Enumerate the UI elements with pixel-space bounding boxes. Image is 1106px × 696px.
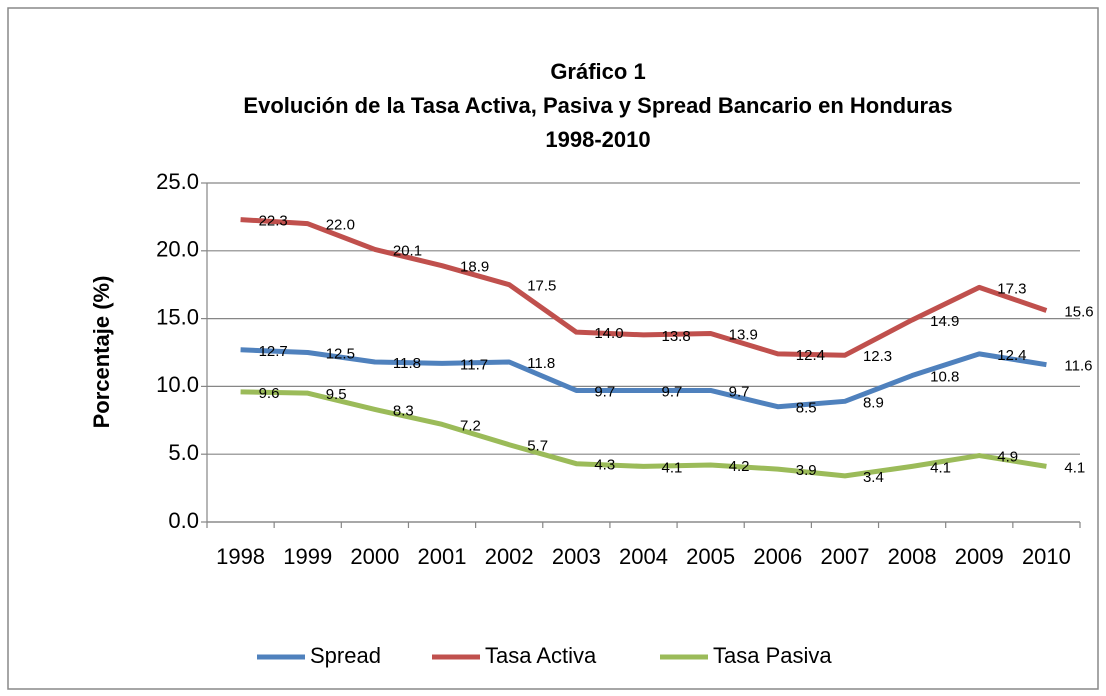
x-tick-label: 2004 bbox=[619, 544, 668, 569]
data-label: 11.6 bbox=[1064, 358, 1092, 375]
x-tick-label: 2002 bbox=[485, 544, 534, 569]
data-label: 10.8 bbox=[930, 369, 959, 386]
data-label: 14.9 bbox=[930, 313, 959, 330]
data-label: 13.9 bbox=[729, 326, 758, 343]
x-tick-label: 1998 bbox=[216, 544, 265, 569]
legend-label: Spread bbox=[310, 643, 381, 668]
chart-border bbox=[7, 7, 1099, 690]
data-label: 17.5 bbox=[527, 278, 556, 295]
y-tick-label: 15.0 bbox=[156, 304, 199, 329]
data-label: 12.3 bbox=[863, 348, 892, 365]
data-label: 7.2 bbox=[460, 417, 481, 434]
x-tick-label: 2001 bbox=[418, 544, 467, 569]
data-label: 11.8 bbox=[393, 355, 421, 372]
data-label: 9.7 bbox=[594, 383, 615, 400]
data-label: 4.9 bbox=[997, 449, 1018, 466]
data-label: 18.9 bbox=[460, 259, 489, 276]
x-tick-label: 2008 bbox=[888, 544, 937, 569]
series-line bbox=[240, 347, 1047, 410]
data-label: 12.7 bbox=[259, 343, 288, 360]
data-label: 3.4 bbox=[863, 469, 884, 486]
data-label: 12.4 bbox=[796, 347, 825, 364]
x-tick-label: 2003 bbox=[552, 544, 601, 569]
data-label: 9.6 bbox=[259, 385, 280, 402]
y-tick-label: 0.0 bbox=[168, 508, 199, 533]
y-tick-label: 20.0 bbox=[156, 237, 199, 262]
data-label: 8.3 bbox=[393, 402, 414, 419]
data-label: 15.6 bbox=[1064, 303, 1093, 320]
data-label: 4.2 bbox=[729, 458, 750, 475]
data-label: 9.7 bbox=[662, 383, 683, 400]
data-label: 4.1 bbox=[662, 459, 683, 476]
y-tick-label: 10.0 bbox=[156, 372, 199, 397]
data-label: 9.7 bbox=[729, 383, 750, 400]
series-line bbox=[240, 217, 1048, 358]
x-tick-label: 2007 bbox=[820, 544, 869, 569]
chart-title: Gráfico 1 bbox=[550, 59, 645, 84]
data-label: 3.9 bbox=[796, 462, 817, 479]
data-label: 20.1 bbox=[393, 242, 422, 259]
y-tick-label: 5.0 bbox=[168, 440, 199, 465]
data-label: 11.8 bbox=[527, 355, 555, 372]
legend-label: Tasa Activa bbox=[485, 643, 597, 668]
data-label: 17.3 bbox=[997, 280, 1026, 297]
x-tick-label: 2006 bbox=[753, 544, 802, 569]
data-label: 14.0 bbox=[594, 325, 623, 342]
data-label: 8.9 bbox=[863, 394, 884, 411]
chart-title: Evolución de la Tasa Activa, Pasiva y Sp… bbox=[243, 93, 952, 118]
data-label: 22.3 bbox=[259, 213, 288, 230]
series-line bbox=[240, 389, 1047, 479]
data-label: 22.0 bbox=[326, 217, 355, 234]
data-label: 8.5 bbox=[796, 400, 817, 417]
y-tick-label: 25.0 bbox=[156, 169, 199, 194]
data-label: 5.7 bbox=[527, 438, 548, 455]
data-label: 12.4 bbox=[997, 347, 1026, 364]
data-label: 9.5 bbox=[326, 386, 347, 403]
data-label: 13.8 bbox=[662, 328, 691, 345]
data-label: 4.1 bbox=[1064, 459, 1085, 476]
x-tick-label: 2000 bbox=[350, 544, 399, 569]
chart-title: 1998-2010 bbox=[545, 127, 650, 152]
data-label: 11.7 bbox=[460, 356, 488, 373]
x-tick-label: 2009 bbox=[955, 544, 1004, 569]
data-label: 4.1 bbox=[930, 459, 951, 476]
data-label: 12.5 bbox=[326, 345, 355, 362]
data-label: 4.3 bbox=[594, 457, 615, 474]
legend-label: Tasa Pasiva bbox=[713, 643, 832, 668]
x-tick-label: 2005 bbox=[686, 544, 735, 569]
y-axis-title: Porcentaje (%) bbox=[89, 276, 114, 429]
x-tick-label: 2010 bbox=[1022, 544, 1071, 569]
x-tick-label: 1999 bbox=[283, 544, 332, 569]
